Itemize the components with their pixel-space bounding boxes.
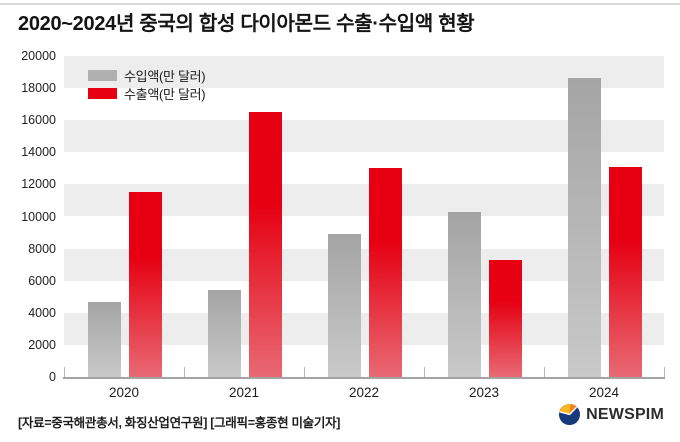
x-axis-label: 2021 [228, 385, 260, 400]
newspim-logo: NEWSPIM [558, 403, 664, 426]
x-axis-label: 2024 [588, 385, 620, 400]
plot-stripe [64, 120, 664, 153]
bar-import-2023 [448, 212, 481, 377]
bar-export-2023 [489, 260, 522, 377]
y-axis-label: 12000 [21, 177, 56, 192]
plot-stripe [64, 184, 664, 217]
y-axis-label: 2000 [28, 337, 56, 352]
plot-stripe [64, 248, 664, 281]
chart-title: 2020~2024년 중국의 합성 다이아몬드 수출·수입액 현황 [18, 13, 475, 35]
x-axis-tick [64, 367, 65, 377]
x-axis-label: 2022 [348, 385, 380, 400]
top-divider [0, 3, 680, 5]
newspim-logo-icon [559, 403, 581, 426]
y-axis-label: 0 [49, 370, 56, 384]
y-axis-label: 10000 [21, 209, 56, 224]
legend-item-export: 수출액(만 달러) [88, 84, 206, 102]
bar-import-2022 [328, 234, 361, 377]
import-swatch-icon [88, 69, 117, 81]
x-axis-line [63, 377, 665, 379]
bar-export-2021 [249, 112, 282, 377]
source-note: [자료=중국해관총서, 화징산업연구원] [그래픽=홍종현 미술기자] [18, 416, 341, 430]
x-axis-tick [664, 367, 665, 377]
x-axis-label: 2023 [468, 385, 500, 400]
export-swatch-icon [88, 87, 117, 99]
y-axis-label: 6000 [28, 273, 56, 288]
y-axis-label: 20000 [21, 49, 56, 63]
bar-export-2022 [369, 168, 402, 377]
legend: 수입액(만 달러) 수출액(만 달러) [88, 66, 206, 102]
x-axis-tick [424, 367, 425, 377]
bar-import-2020 [88, 302, 121, 377]
plot-stripe [64, 56, 664, 89]
y-axis-label: 8000 [28, 241, 56, 256]
y-axis-label: 18000 [21, 81, 56, 96]
y-axis-label: 14000 [21, 145, 56, 160]
legend-label-import: 수입액(만 달러) [124, 68, 206, 84]
x-axis-tick [184, 367, 185, 377]
x-axis-tick [544, 367, 545, 377]
newspim-logo-text: NEWSPIM [586, 405, 664, 423]
legend-item-import: 수입액(만 달러) [88, 66, 206, 84]
bar-import-2021 [208, 290, 241, 377]
y-axis-label: 4000 [28, 305, 56, 320]
bar-export-2024 [609, 167, 642, 377]
bar-import-2024 [568, 78, 601, 377]
y-axis-label: 16000 [21, 113, 56, 128]
x-axis-tick [304, 367, 305, 377]
legend-label-export: 수출액(만 달러) [124, 86, 206, 102]
x-axis-label: 2020 [108, 385, 140, 400]
plot-stripe [64, 312, 664, 345]
bar-export-2020 [129, 192, 162, 377]
